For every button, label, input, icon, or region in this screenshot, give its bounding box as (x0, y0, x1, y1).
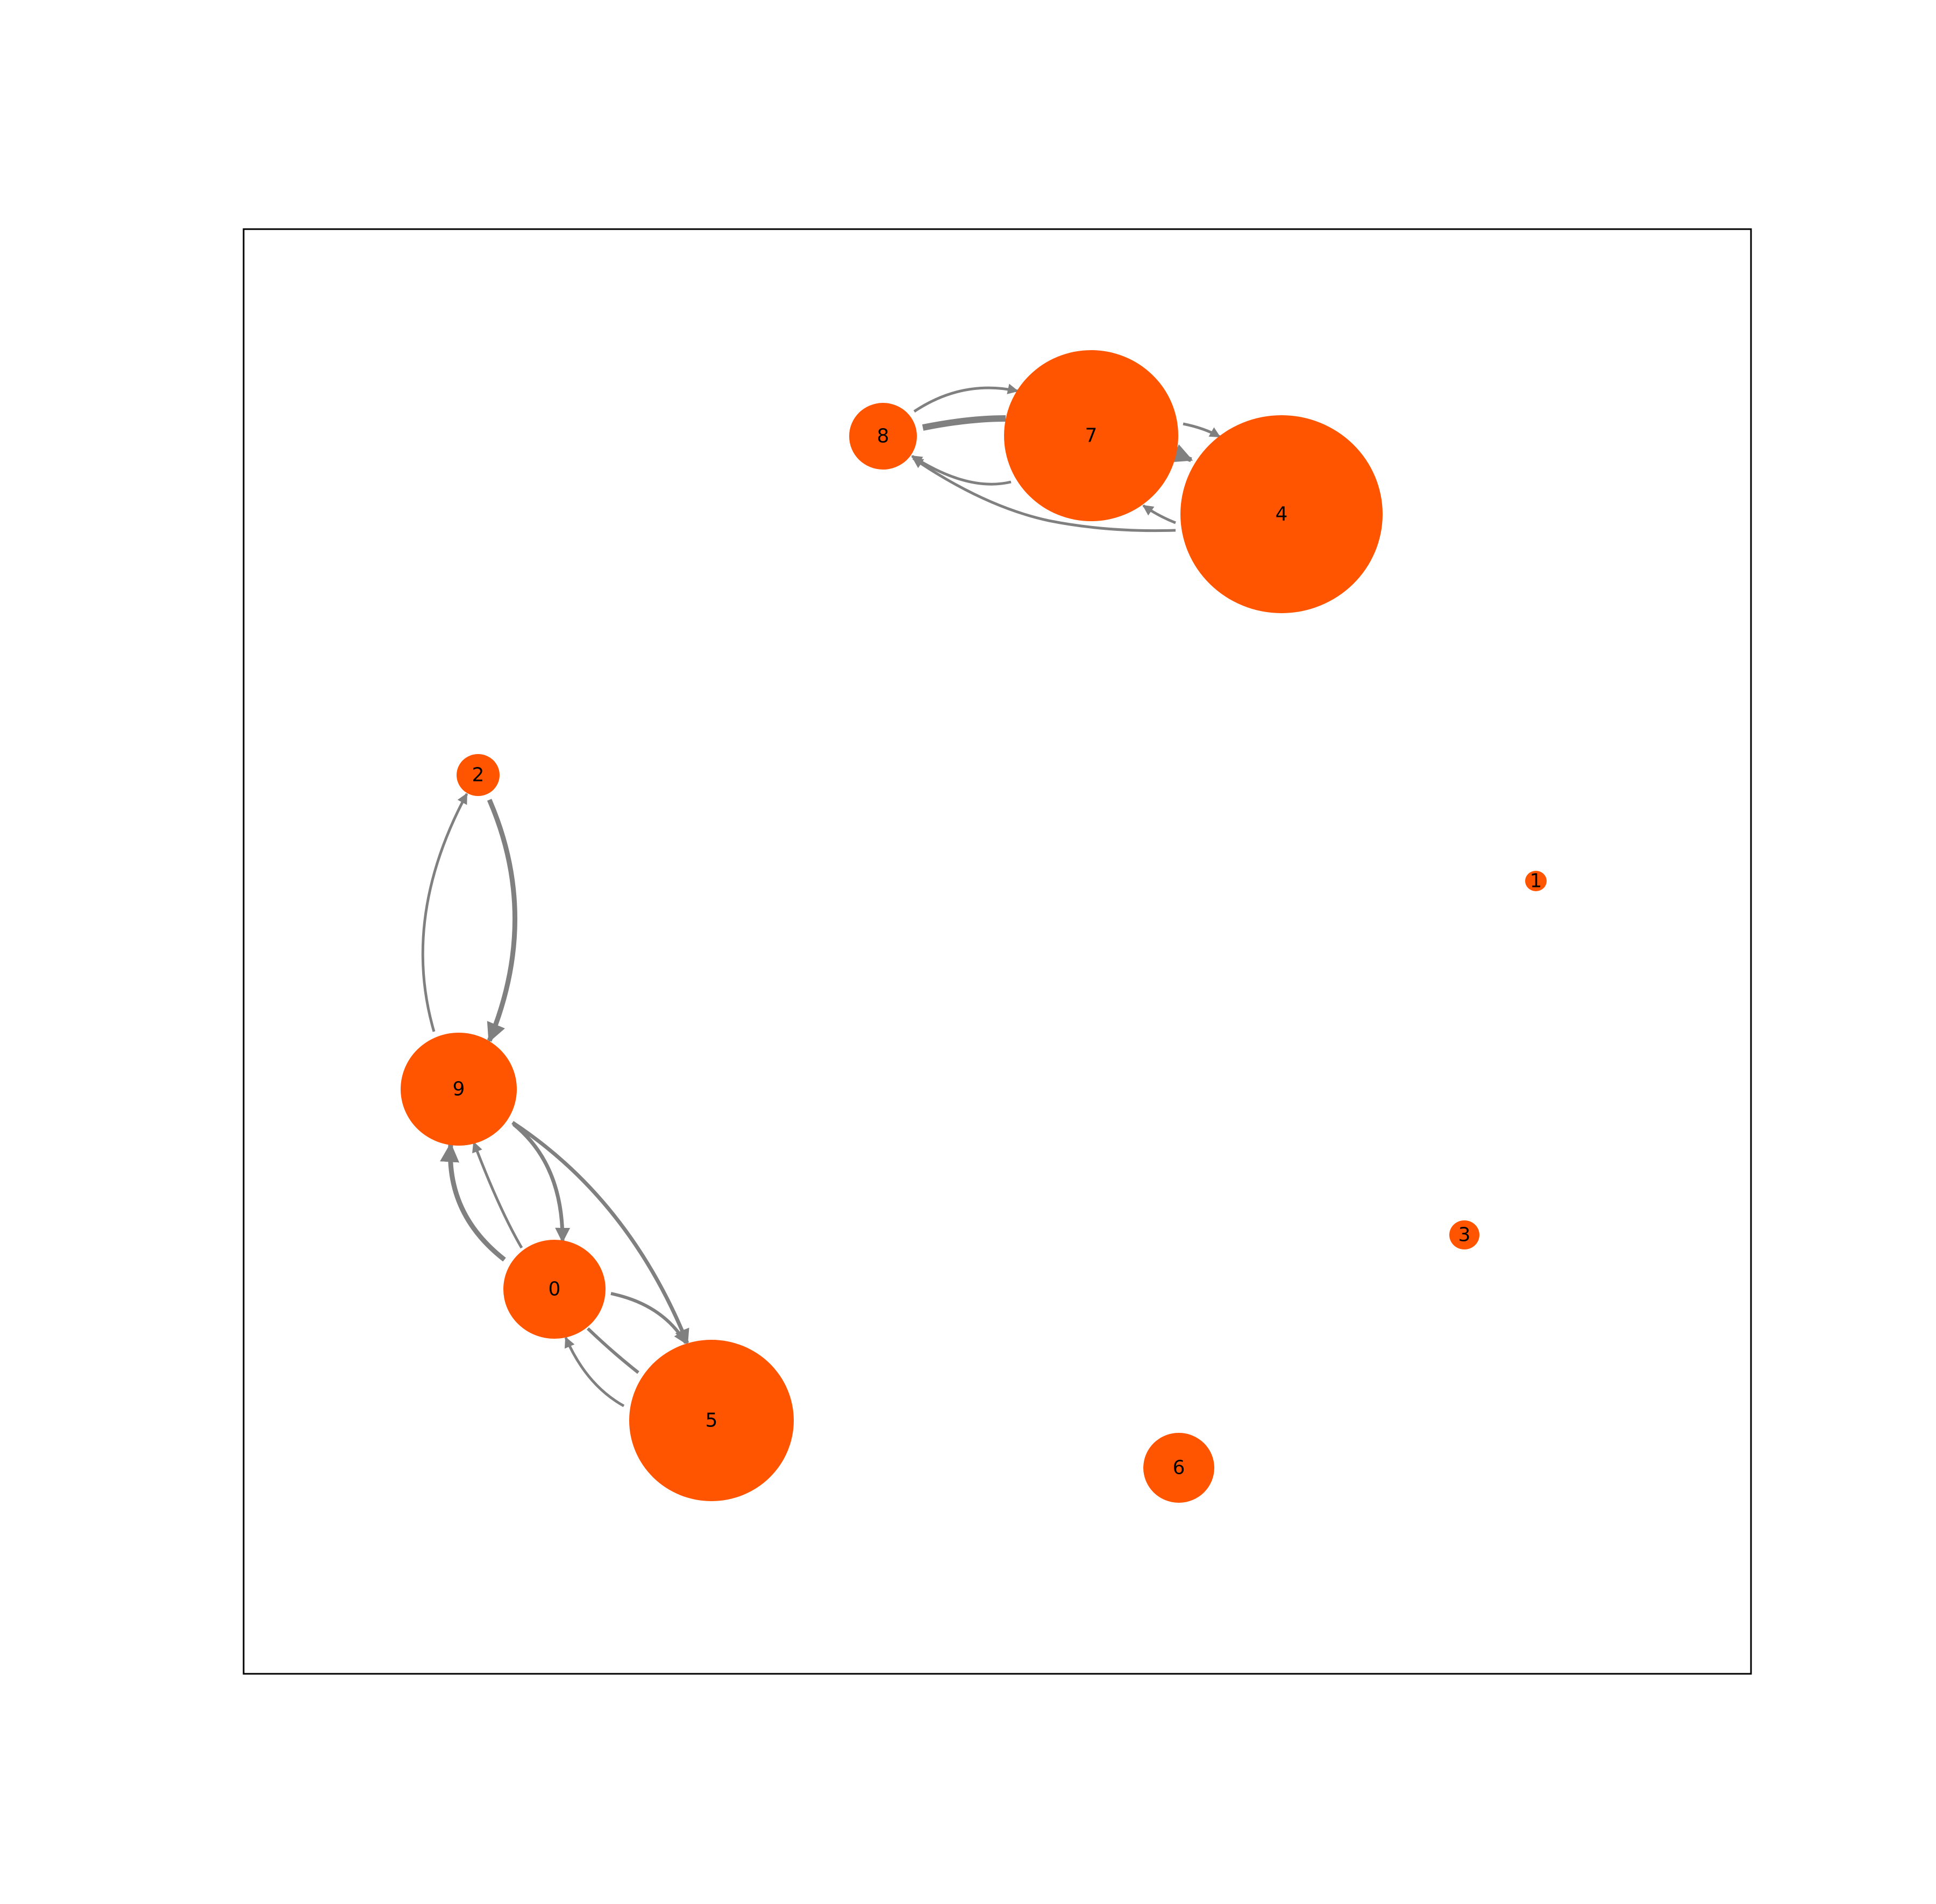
node-3-circle (1449, 1220, 1479, 1249)
node-8: 8 (849, 403, 917, 470)
node-7: 7 (1004, 350, 1178, 521)
edge-8-7-heavy (922, 415, 1006, 431)
node-3-label: 3 (1458, 1224, 1471, 1246)
node-6-circle (1143, 1433, 1214, 1503)
node-5-circle (629, 1340, 794, 1501)
node-5-label: 5 (706, 1410, 718, 1432)
edge-0-9 (472, 1141, 523, 1249)
node-9-label: 9 (453, 1078, 465, 1100)
edge-2-9 (487, 799, 517, 1043)
node-5: 5 (629, 1340, 794, 1501)
node-1-circle (1525, 871, 1547, 891)
node-7-circle (1004, 350, 1178, 521)
node-6: 6 (1143, 1433, 1214, 1503)
edge-4-7 (1142, 504, 1176, 524)
node-4-label: 4 (1276, 503, 1288, 525)
node-2-label: 2 (472, 764, 485, 786)
node-0: 0 (503, 1240, 606, 1339)
edge-9-5 (511, 1121, 689, 1345)
edge-8-7 (913, 383, 1019, 413)
node-8-circle (849, 403, 917, 470)
node-8-label: 8 (877, 425, 889, 447)
edge-7-4-heavy (1171, 444, 1193, 463)
edge-4-8 (912, 457, 1176, 532)
node-9: 9 (401, 1033, 517, 1146)
node-7-label: 7 (1085, 425, 1098, 447)
edge-9-2 (421, 793, 468, 1032)
node-6-label: 6 (1173, 1457, 1185, 1479)
node-4: 4 (1180, 415, 1383, 613)
node-9-circle (401, 1033, 517, 1146)
edge-0-5 (610, 1292, 687, 1345)
edge-5-0 (564, 1337, 625, 1408)
node-0-label: 0 (549, 1278, 561, 1301)
edge-layer (421, 383, 1221, 1408)
edge-5-9-segment (586, 1327, 639, 1374)
node-2: 2 (457, 754, 500, 796)
node-layer: 0 1 2 3 4 5 6 7 (401, 350, 1547, 1503)
node-4-circle (1180, 415, 1383, 613)
node-1-label: 1 (1530, 870, 1542, 892)
node-3: 3 (1449, 1220, 1479, 1249)
edge-7-4 (1183, 422, 1221, 438)
node-0-circle (503, 1240, 606, 1339)
edge-7-8 (911, 454, 1012, 486)
node-2-circle (457, 754, 500, 796)
edge-0-9-heavy (440, 1142, 506, 1262)
plot-frame (243, 228, 1752, 1675)
node-1: 1 (1525, 870, 1547, 892)
edge-9-0 (512, 1122, 571, 1243)
